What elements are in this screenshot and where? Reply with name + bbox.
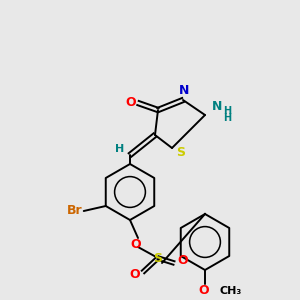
Text: H: H	[223, 113, 231, 123]
Text: N: N	[212, 100, 222, 113]
Text: S: S	[154, 251, 163, 265]
Text: O: O	[199, 284, 209, 298]
Text: Br: Br	[67, 205, 83, 218]
Text: CH₃: CH₃	[219, 286, 241, 296]
Text: O: O	[178, 254, 188, 268]
Text: O: O	[126, 97, 136, 110]
Text: O: O	[130, 268, 140, 281]
Text: S: S	[176, 146, 185, 158]
Text: N: N	[179, 85, 189, 98]
Text: H: H	[223, 106, 231, 116]
Text: H: H	[116, 144, 124, 154]
Text: O: O	[131, 238, 141, 251]
